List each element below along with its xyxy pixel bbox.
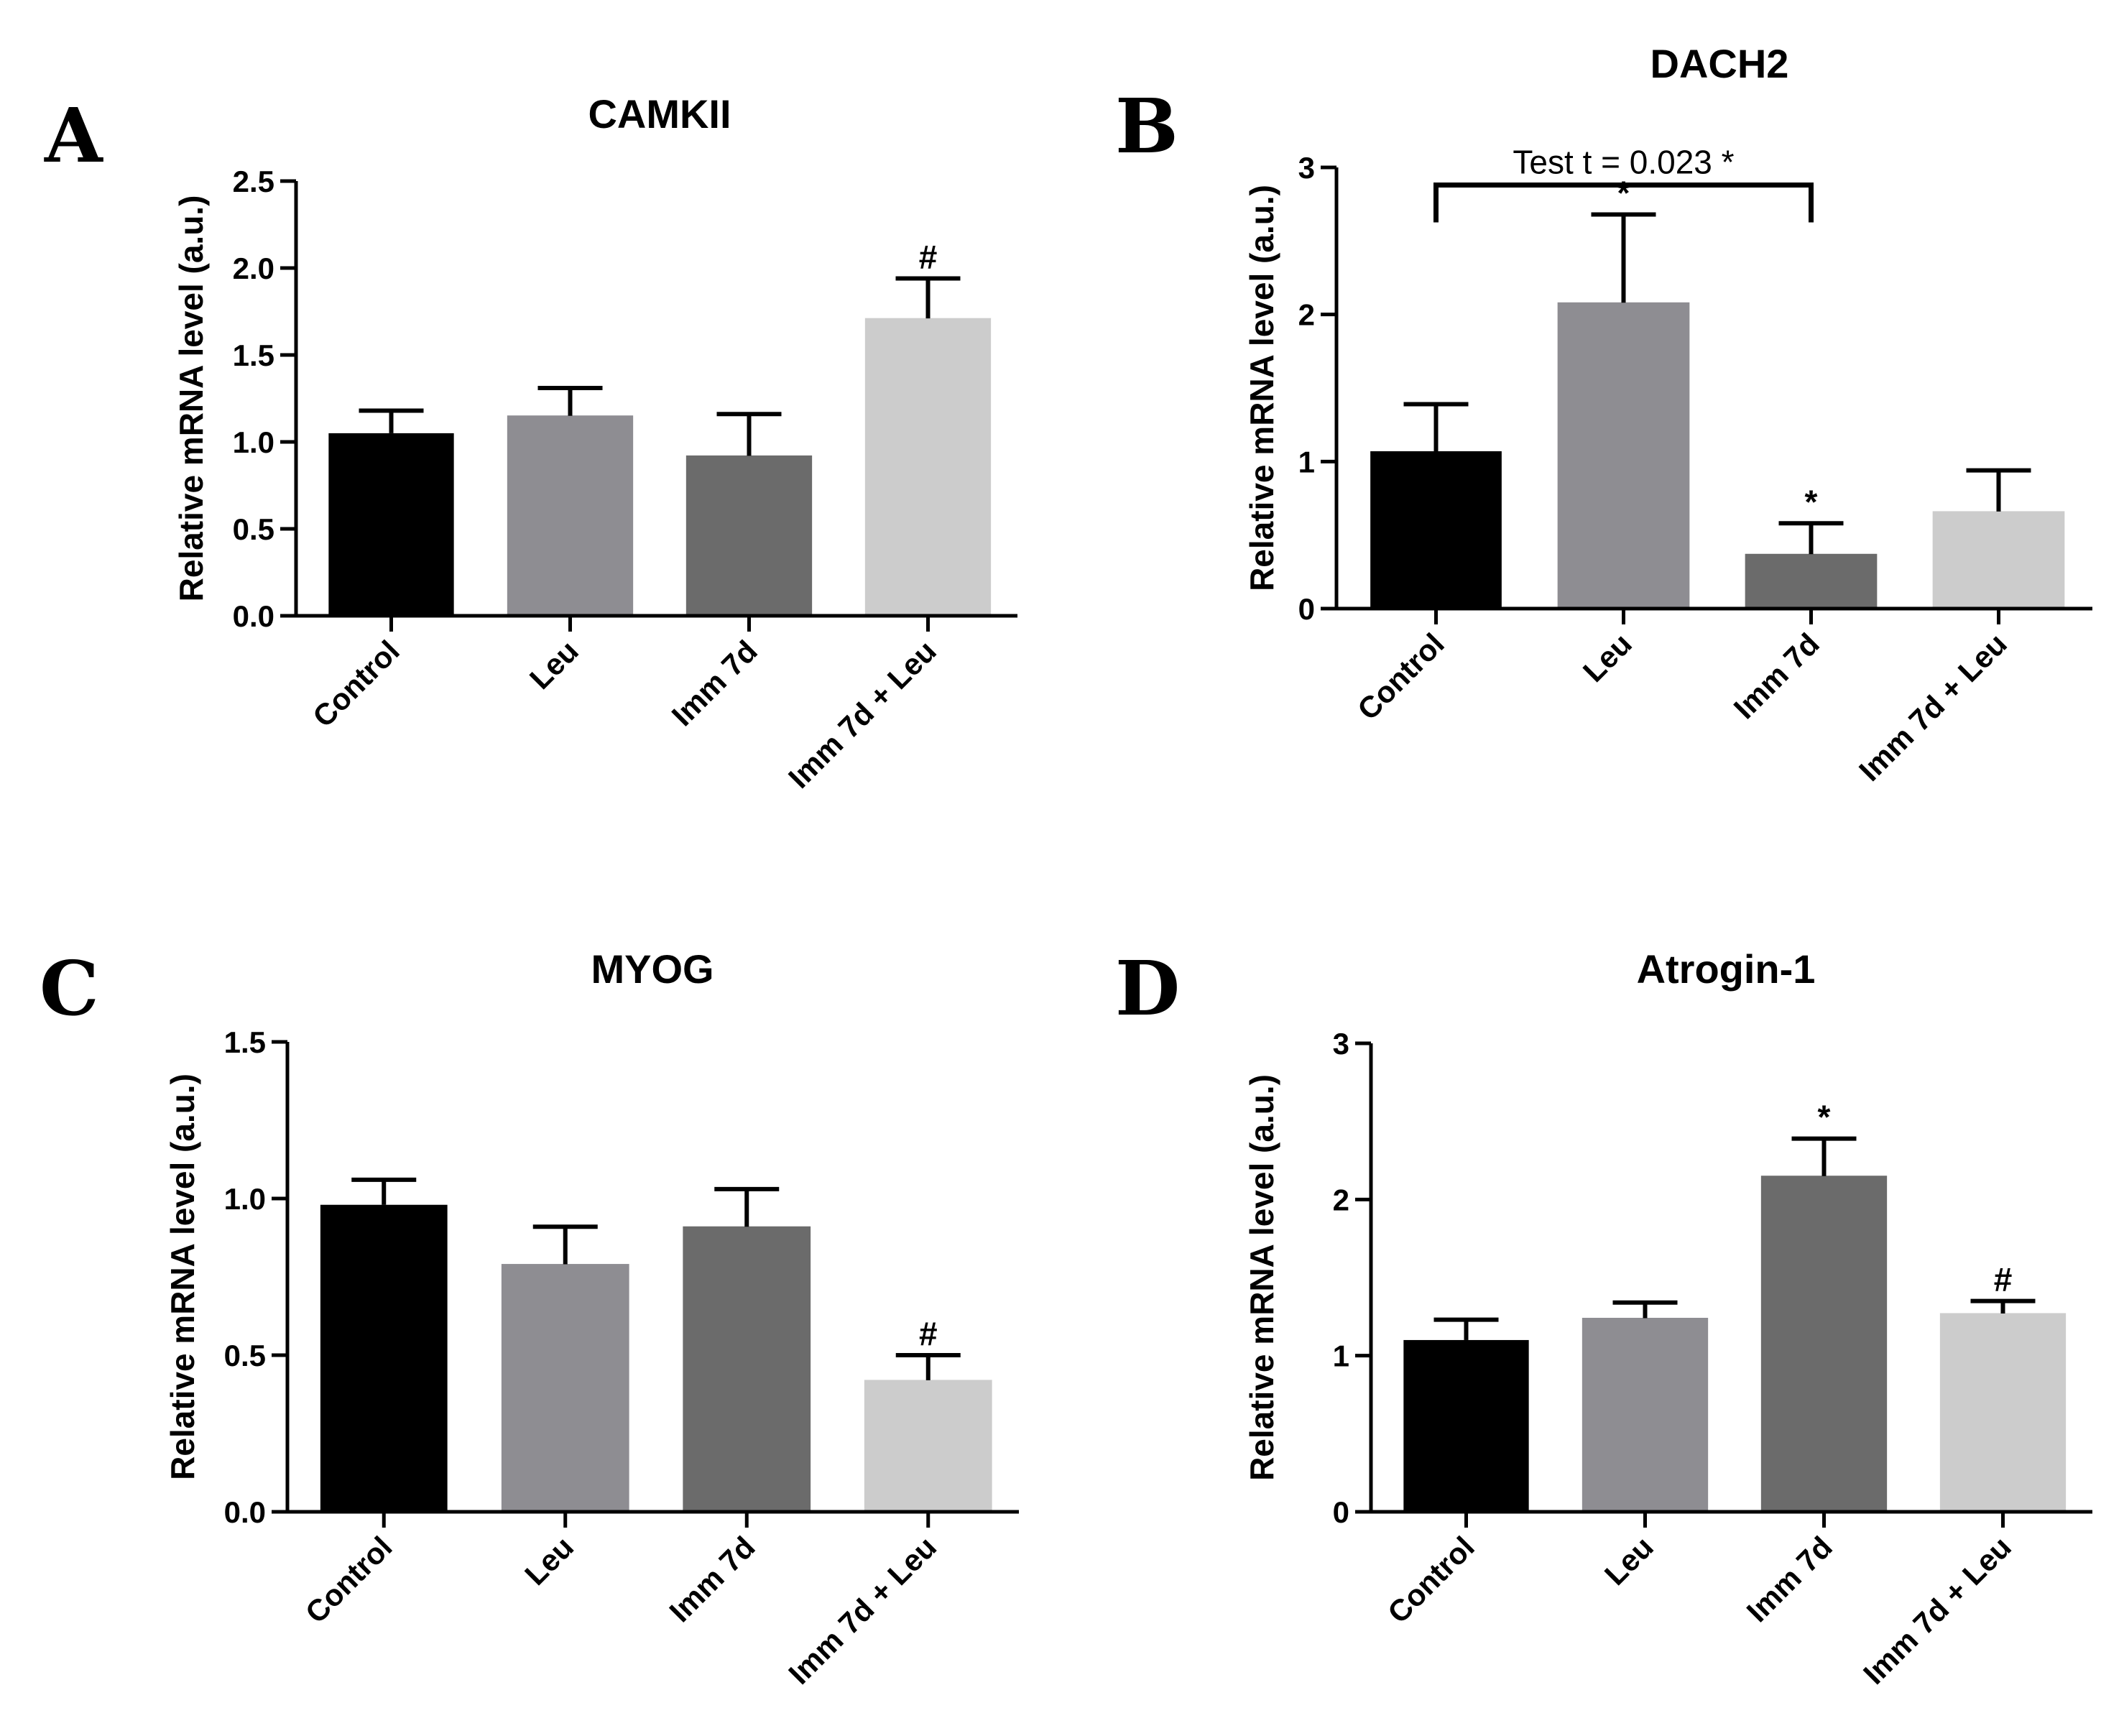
panel-b-bar-0 bbox=[1370, 451, 1502, 609]
panel-a-category-label-0: Control bbox=[306, 634, 406, 734]
panel-d-category-label-1: Leu bbox=[1598, 1530, 1660, 1592]
panel-d: D Atrogin-1 Relative mRNA level (a.u.) Cont… bbox=[1115, 944, 2092, 1691]
panel-b-category-label-2: Imm 7d bbox=[1727, 627, 1826, 725]
panel-d-ytick-label-1: 1 bbox=[1333, 1339, 1349, 1373]
panel-a-ytick-label-2: 1.0 bbox=[233, 425, 274, 459]
panel-b-sig-2: * bbox=[1805, 483, 1818, 520]
panel-c-category-label-3: Imm 7d + Leu bbox=[782, 1530, 943, 1691]
panel-b-category-label-3: Imm 7d + Leu bbox=[1852, 627, 2013, 788]
panel-c-ytick-label-3: 1.5 bbox=[224, 1025, 266, 1059]
panel-d-ylabel: Relative mRNA level (a.u.) bbox=[1243, 1074, 1280, 1481]
panel-b: B DACH2 Relative mRNA level (a.u.) Control *… bbox=[1115, 41, 2092, 788]
panel-d-category-label-2: Imm 7d bbox=[1740, 1530, 1839, 1628]
panel-c-sig-3: # bbox=[919, 1315, 938, 1352]
panel-b-category-label-1: Leu bbox=[1576, 627, 1638, 688]
panel-b-bracket bbox=[1433, 183, 1814, 223]
panel-a-ytick-label-0: 0.0 bbox=[233, 599, 274, 633]
panel-c-ytick-label-1: 0.5 bbox=[224, 1339, 266, 1372]
panel-a-category-label-1: Leu bbox=[523, 634, 585, 696]
panel-a-ytick-label-3: 1.5 bbox=[233, 338, 274, 372]
panel-b-bar-1 bbox=[1557, 302, 1690, 609]
panel-c-title: MYOG bbox=[591, 946, 714, 992]
panel-c-ylabel: Relative mRNA level (a.u.) bbox=[164, 1074, 201, 1480]
panel-a-ytick-label-4: 2.0 bbox=[233, 251, 274, 285]
panel-d-ytick-label-3: 3 bbox=[1333, 1027, 1349, 1061]
panel-a-bar-1 bbox=[507, 415, 634, 617]
panel-a-ylabel: Relative mRNA level (a.u.) bbox=[172, 195, 210, 602]
panel-d-bar-3 bbox=[1939, 1313, 2067, 1513]
panel-a-title: CAMKII bbox=[588, 91, 731, 137]
panel-b-title: DACH2 bbox=[1650, 41, 1789, 86]
panel-d-sig-2: * bbox=[1818, 1099, 1831, 1136]
panel-c-bar-2 bbox=[683, 1226, 811, 1513]
panel-c-bar-0 bbox=[320, 1204, 448, 1512]
panel-c: C MYOG Relative mRNA level (a.u.) Control Le… bbox=[40, 944, 1019, 1691]
panel-d-category-label-3: Imm 7d + Leu bbox=[1857, 1530, 2018, 1691]
panel-b-bracket-label: Test t = 0.023 * bbox=[1513, 144, 1734, 181]
panel-b-ytick-label-1: 1 bbox=[1298, 445, 1315, 479]
panel-c-category-label-0: Control bbox=[299, 1530, 399, 1630]
panel-a-category-label-2: Imm 7d bbox=[665, 634, 764, 732]
panel-c-category-label-1: Leu bbox=[518, 1530, 580, 1592]
panel-c-bar-1 bbox=[501, 1264, 629, 1513]
panel-c-bar-3 bbox=[864, 1380, 992, 1513]
panel-b-ytick-label-0: 0 bbox=[1298, 592, 1315, 626]
panel-d-bar-2 bbox=[1760, 1176, 1888, 1513]
panel-a: A CAMKII Relative mRNA level (a.u.) Control… bbox=[44, 91, 1017, 795]
panel-a-bar-0 bbox=[328, 433, 454, 616]
panel-a-letter: A bbox=[44, 91, 103, 180]
panel-a-ytick-label-1: 0.5 bbox=[233, 512, 274, 546]
panel-a-sig-3: # bbox=[919, 239, 938, 276]
panel-a-bar-2 bbox=[685, 455, 813, 617]
panel-b-letter: B bbox=[1115, 82, 1178, 170]
panel-b-ylabel: Relative mRNA level (a.u.) bbox=[1243, 185, 1280, 591]
panel-c-letter: C bbox=[40, 944, 99, 1033]
panel-d-ytick-label-2: 2 bbox=[1333, 1183, 1349, 1216]
panel-b-bar-3 bbox=[1932, 511, 2065, 609]
panel-b-ytick-label-3: 3 bbox=[1298, 151, 1315, 185]
panel-d-category-label-0: Control bbox=[1381, 1530, 1481, 1630]
panel-d-sig-3: # bbox=[1994, 1261, 2013, 1298]
panel-d-letter: D bbox=[1115, 944, 1180, 1033]
panel-d-ytick-label-0: 0 bbox=[1333, 1495, 1349, 1529]
panel-c-ytick-label-2: 1.0 bbox=[224, 1182, 266, 1216]
panel-b-ytick-label-2: 2 bbox=[1298, 298, 1315, 332]
panel-c-category-label-2: Imm 7d bbox=[662, 1530, 761, 1628]
panel-b-bar-2 bbox=[1745, 553, 1878, 609]
panel-b-category-label-0: Control bbox=[1351, 627, 1451, 726]
panel-c-ytick-label-0: 0.0 bbox=[224, 1495, 266, 1529]
panel-a-ytick-label-5: 2.5 bbox=[233, 165, 274, 198]
panel-a-category-label-3: Imm 7d + Leu bbox=[782, 634, 943, 795]
panel-d-bar-0 bbox=[1403, 1339, 1529, 1512]
panel-a-bar-3 bbox=[864, 318, 992, 617]
panel-d-title: Atrogin-1 bbox=[1637, 946, 1816, 992]
panel-d-bar-1 bbox=[1582, 1318, 1709, 1513]
